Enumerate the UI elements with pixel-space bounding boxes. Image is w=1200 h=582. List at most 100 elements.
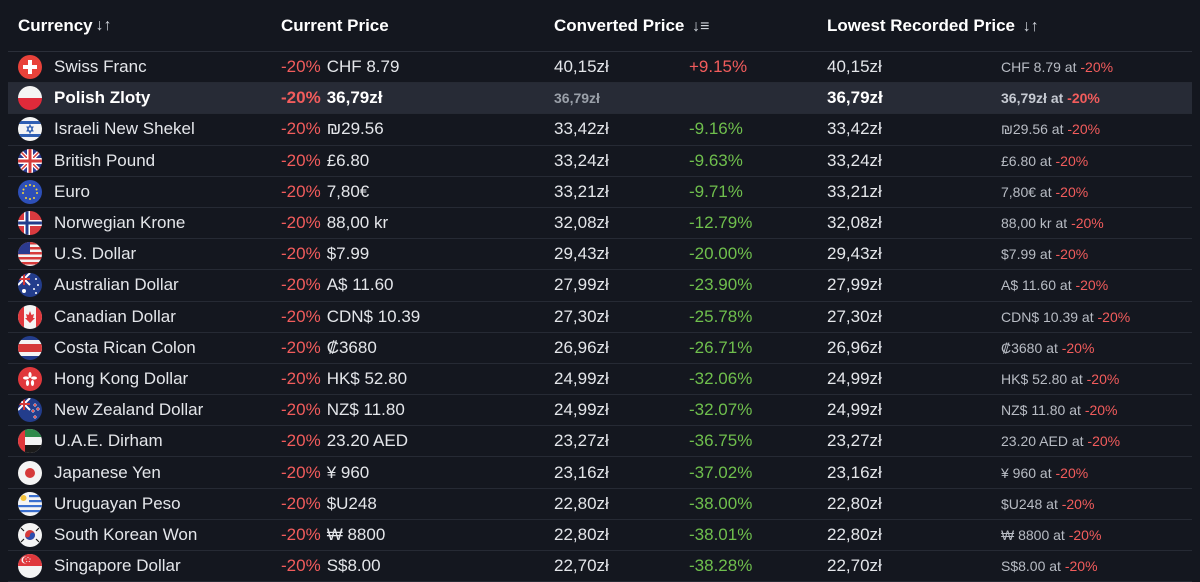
discount-badge: -20% [281, 119, 321, 139]
lowest-discount: -20% [1067, 121, 1101, 138]
lowest-at-label: at [1036, 183, 1056, 200]
current-price: $7.99 [326, 244, 370, 264]
discount-badge: -20% [281, 462, 321, 482]
currency-cell: Norwegian Krone [8, 211, 281, 236]
converted-price: 32,08zł [554, 213, 609, 233]
current-price: ₩ 8800 [326, 524, 386, 544]
currency-row[interactable]: Norwegian Krone -20% 88,00 kr 32,08zł -12.79… [8, 208, 1192, 240]
currency-row[interactable]: New Zealand Dollar -20% NZ$ 11.80 24,99zł -3… [8, 395, 1192, 427]
current-price: HK$ 52.80 [326, 368, 408, 388]
currency-name: U.A.E. Dirham [54, 431, 163, 451]
lowest-discount: -20% [1087, 433, 1121, 450]
lowest-discount: -20% [1075, 277, 1109, 294]
currency-row[interactable]: Israeli New Shekel -20% ₪29.56 33,42zł -9.16… [8, 114, 1192, 146]
sort-icon[interactable]: ↓↑ [1022, 17, 1039, 35]
discount-badge: -20% [281, 306, 321, 326]
header-currency[interactable]: Currency ↓↑ [18, 15, 112, 35]
currency-row[interactable]: Japanese Yen -20% ¥ 960 23,16zł -37.02% 23,16… [8, 457, 1192, 489]
currency-cell: Swiss Franc [8, 55, 281, 80]
lowest-price: 22,80zł [827, 524, 882, 544]
lowest-discount: -20% [1071, 215, 1104, 232]
currency-row[interactable]: U.S. Dollar -20% $7.99 29,43zł -20.00% 29,43z… [8, 239, 1192, 271]
lowest-at-label: at [1047, 121, 1068, 138]
lowest-at-label: at [1051, 215, 1072, 232]
lowest-at-label: at [1067, 370, 1087, 387]
flag-pl-icon [18, 86, 42, 111]
current-price: CDN$ 10.39 [326, 306, 421, 326]
currency-row[interactable]: British Pound -20% £6.80 33,24zł -9.63% 33,24… [8, 146, 1192, 177]
discount-badge: -20% [281, 368, 321, 388]
lowest-local-price: ₡3680 [1001, 339, 1043, 356]
discount-badge: -20% [281, 88, 321, 108]
lowest-local-price: 36,79zł [1001, 90, 1047, 107]
header-lowest-price[interactable]: Lowest Recorded Price ↓↑ [827, 15, 1039, 35]
currency-row[interactable]: Canadian Dollar -20% CDN$ 10.39 27,30zł -25.… [8, 302, 1192, 333]
lowest-detail: CDN$ 10.39 at -20% [1001, 309, 1192, 325]
header-converted-price[interactable]: Converted Price ↓≡ [554, 15, 710, 35]
price-difference: -25.78% [689, 306, 753, 326]
currency-row[interactable]: South Korean Won -20% ₩ 8800 22,80zł -38.01%… [8, 520, 1192, 551]
lowest-at-label: at [1042, 495, 1062, 512]
lowest-detail: 88,00 kr at -20% [1001, 215, 1192, 231]
lowest-at-label: at [1042, 339, 1062, 356]
converted-price: 27,30zł [554, 306, 609, 326]
currency-row[interactable]: Swiss Franc -20% CHF 8.79 40,15zł +9.15% 40,1… [8, 52, 1192, 84]
lowest-detail: ¥ 960 at -20% [1001, 465, 1192, 481]
lowest-detail: $7.99 at -20% [1001, 246, 1192, 262]
flag-ca-icon [18, 304, 42, 329]
lowest-detail: 7,80€ at -20% [1001, 184, 1192, 200]
sort-desc-icon[interactable]: ↓≡ [692, 17, 710, 35]
current-price: ₪29.56 [326, 119, 384, 139]
current-price-cell: -20% 36,79zł [281, 88, 554, 108]
lowest-at-label: at [1065, 402, 1085, 419]
lowest-at-label: at [1046, 90, 1068, 107]
current-price-cell: -20% ₩ 8800 [281, 525, 554, 545]
lowest-at-label: at [1036, 464, 1056, 481]
flag-nz-icon [18, 398, 42, 423]
lowest-detail: ₡3680 at -20% [1001, 340, 1192, 356]
currency-row[interactable]: Polish Zloty -20% 36,79zł 36,79zł 36,79zł 36,… [8, 83, 1192, 115]
currency-row[interactable]: Hong Kong Dollar -20% HK$ 52.80 24,99zł -32.… [8, 364, 1192, 396]
lowest-discount: -20% [1061, 339, 1095, 356]
currency-row[interactable]: U.A.E. Dirham -20% 23.20 AED 23,27zł -36.75%… [8, 426, 1192, 458]
converted-price: 33,42zł [554, 119, 609, 139]
flag-us-icon [18, 242, 42, 267]
lowest-local-price: CHF 8.79 [1001, 59, 1061, 76]
flag-jp-icon [18, 460, 42, 485]
lowest-discount: -20% [1084, 402, 1118, 419]
converted-price: 40,15zł [554, 57, 609, 77]
currency-name: Polish Zloty [54, 88, 151, 108]
lowest-local-price: 23.20 AED [1001, 433, 1068, 450]
lowest-discount: -20% [1064, 558, 1098, 575]
header-current-price[interactable]: Current Price [281, 15, 389, 35]
current-price: ₡3680 [326, 337, 377, 357]
lowest-price: 27,99zł [827, 275, 882, 295]
flag-ch-icon [18, 55, 42, 80]
lowest-price: 26,96zł [827, 337, 882, 357]
currency-name: Norwegian Krone [54, 213, 186, 233]
converted-price: 29,43zł [554, 244, 609, 264]
currency-name: New Zealand Dollar [54, 400, 204, 420]
currency-name: Japanese Yen [54, 462, 161, 482]
current-price: £6.80 [326, 150, 370, 170]
currency-row[interactable]: Singapore Dollar -20% S$8.00 22,70zł -38.28%… [8, 551, 1192, 582]
current-price-cell: -20% NZ$ 11.80 [281, 400, 554, 420]
lowest-discount: -20% [1055, 246, 1089, 263]
lowest-local-price: $7.99 [1001, 246, 1037, 263]
currency-cell: Costa Rican Colon [8, 335, 281, 360]
currency-name: Israeli New Shekel [54, 119, 195, 139]
currency-cell: Euro [8, 179, 281, 204]
lowest-detail: A$ 11.60 at -20% [1001, 277, 1192, 293]
lowest-detail: S$8.00 at -20% [1001, 558, 1192, 574]
currency-row[interactable]: Euro -20% 7,80€ 33,21zł -9.71% 33,21zł 7,80€ a… [8, 177, 1192, 208]
current-price: S$8.00 [326, 556, 381, 576]
current-price: A$ 11.60 [326, 275, 394, 295]
currency-row[interactable]: Uruguayan Peso -20% $U248 22,80zł -38.00% 22,… [8, 489, 1192, 520]
sort-icon[interactable]: ↓↑ [95, 16, 112, 34]
lowest-price: 36,79zł [827, 88, 883, 108]
lowest-local-price: ₩ 8800 [1001, 526, 1050, 543]
currency-row[interactable]: Australian Dollar -20% A$ 11.60 27,99zł -23.… [8, 270, 1192, 302]
currency-row[interactable]: Costa Rican Colon -20% ₡3680 26,96zł -26.71%… [8, 333, 1192, 364]
current-price-cell: -20% 7,80€ [281, 182, 554, 202]
lowest-at-label: at [1036, 246, 1056, 263]
